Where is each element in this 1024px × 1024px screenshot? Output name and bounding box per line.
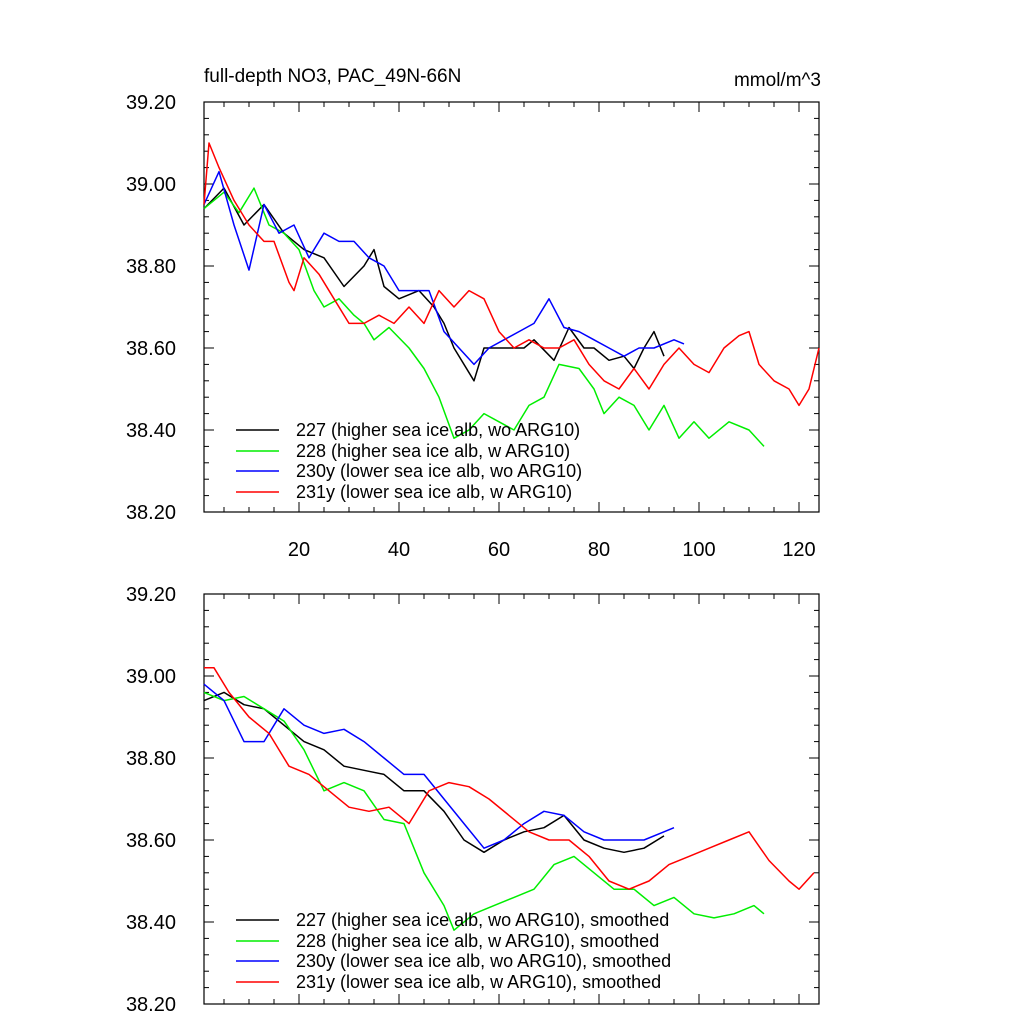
y-tick-label: 38.80: [126, 256, 176, 278]
legend-label-231y: 231y (lower sea ice alb, w ARG10): [296, 482, 572, 502]
y-tick-label: 38.20: [126, 502, 176, 524]
chart-title: full-depth NO3, PAC_49N-66N: [204, 66, 461, 87]
x-tick-label: 60: [488, 539, 510, 561]
series-lines: [203, 142, 820, 447]
plot-frame: [203, 101, 820, 513]
axis-ticks: [204, 593, 819, 1005]
legend-label-228: 228 (higher sea ice alb, w ARG10), smoot…: [296, 931, 659, 951]
legend: 227 (higher sea ice alb, wo ARG10), smoo…: [236, 910, 671, 992]
series-line: [203, 691, 665, 854]
legend-label-230y: 230y (lower sea ice alb, wo ARG10): [296, 461, 582, 481]
legend-label-228: 228 (higher sea ice alb, w ARG10): [296, 441, 570, 461]
series-lines: [203, 667, 815, 931]
units-label: mmol/m^3: [734, 70, 821, 91]
series-line: [203, 187, 665, 382]
axis-ticks: [204, 101, 819, 513]
top-panel: full-depth NO3, PAC_49N-66N mmol/m^3 38.…: [126, 66, 821, 561]
x-tick-label: 100: [682, 539, 715, 561]
y-tick-label: 38.20: [126, 994, 176, 1016]
x-tick-labels: 20 40 60 80 100 120: [288, 539, 816, 561]
y-tick-label: 39.20: [126, 92, 176, 114]
series-line: [203, 170, 685, 366]
y-tick-label: 38.40: [126, 912, 176, 934]
y-tick-label: 39.00: [126, 174, 176, 196]
x-tick-label: 120: [782, 539, 815, 561]
series-line: [203, 691, 765, 931]
legend-label-231y: 231y (lower sea ice alb, w ARG10), smoot…: [296, 972, 661, 992]
y-tick-label: 38.40: [126, 420, 176, 442]
y-tick-label: 38.60: [126, 830, 176, 852]
legend: 227 (higher sea ice alb, wo ARG10) 228 (…: [236, 420, 582, 502]
plot-frame: [203, 593, 820, 1005]
series-line: [203, 187, 765, 447]
legend-label-230y: 230y (lower sea ice alb, wo ARG10), smoo…: [296, 951, 671, 971]
y-tick-label: 38.80: [126, 748, 176, 770]
bottom-panel: 38.20 38.40 38.60 38.80 39.00 39.20 227 (high…: [126, 584, 820, 1016]
series-line: [204, 667, 815, 890]
y-tick-labels: 38.20 38.40 38.60 38.80 39.00 39.20: [126, 92, 176, 524]
legend-label-227: 227 (higher sea ice alb, wo ARG10), smoo…: [296, 910, 669, 930]
y-tick-label: 39.00: [126, 666, 176, 688]
series-line: [203, 683, 675, 849]
legend-label-227: 227 (higher sea ice alb, wo ARG10): [296, 420, 580, 440]
x-tick-label: 40: [388, 539, 410, 561]
y-tick-labels: 38.20 38.40 38.60 38.80 39.00 39.20: [126, 584, 176, 1016]
x-tick-label: 20: [288, 539, 310, 561]
y-tick-label: 39.20: [126, 584, 176, 606]
series-line: [203, 142, 820, 407]
y-tick-label: 38.60: [126, 338, 176, 360]
x-tick-label: 80: [588, 539, 610, 561]
